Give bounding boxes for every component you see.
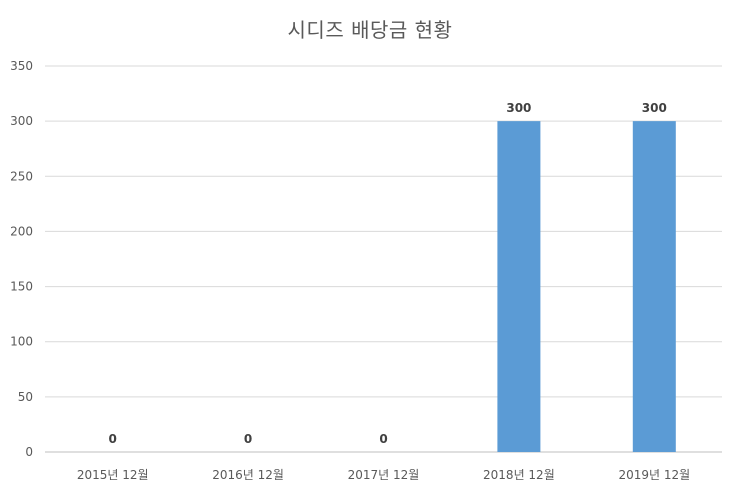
y-tick-label: 200 [10,224,33,238]
x-tick-label: 2015년 12월 [77,468,149,482]
y-tick-label: 250 [10,169,33,183]
y-tick-label: 300 [10,114,33,128]
data-label: 0 [109,432,117,446]
x-tick-label: 2017년 12월 [348,468,420,482]
y-tick-label: 50 [18,390,33,404]
y-tick-label: 0 [25,445,33,459]
x-tick-label: 2019년 12월 [618,468,690,482]
data-label: 0 [379,432,387,446]
bar [497,121,541,453]
y-tick-label: 150 [10,280,33,294]
chart-title: 시디즈 배당금 현황 [287,18,453,42]
y-tick-label: 100 [10,335,33,349]
x-tick-label: 2016년 12월 [212,468,284,482]
data-label: 0 [244,432,252,446]
data-label: 300 [642,101,667,115]
bar [632,121,676,453]
x-tick-label: 2018년 12월 [483,468,555,482]
data-label: 300 [506,101,531,115]
y-tick-label: 350 [10,59,33,73]
